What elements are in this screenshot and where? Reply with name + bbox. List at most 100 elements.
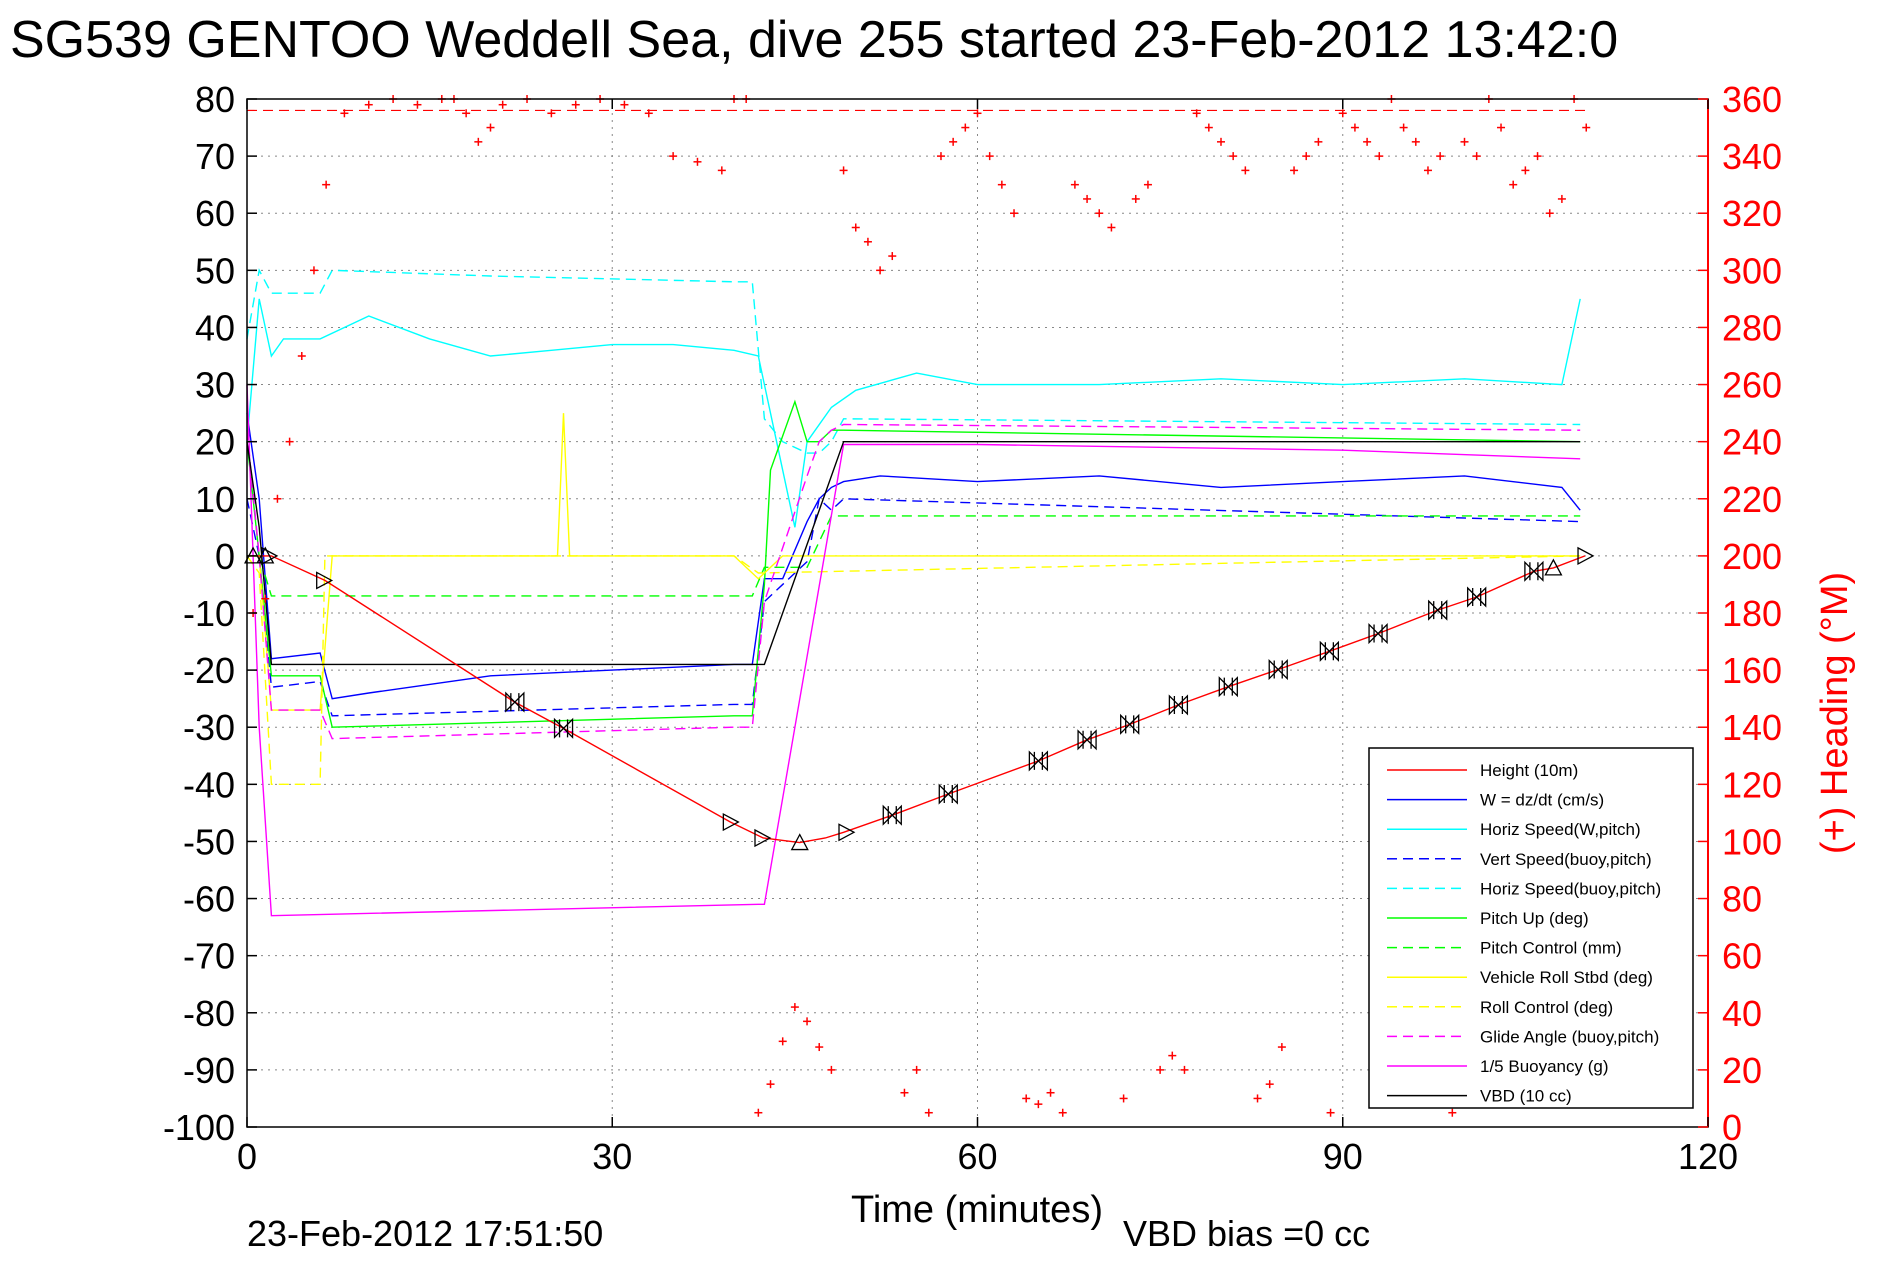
heading-point <box>1497 123 1506 132</box>
legend-entry: Vehicle Roll Stbd (deg) <box>1387 968 1653 987</box>
legend-label: 1/5 Buoyancy (g) <box>1480 1057 1609 1076</box>
y2-tick-label: 260 <box>1722 365 1782 406</box>
y-tick-label: 0 <box>215 536 235 577</box>
heading-point <box>309 266 318 275</box>
heading-point <box>839 166 848 175</box>
y2-axis-label: (+) Heading (°M) <box>1814 572 1856 854</box>
dive-marker-hourglass <box>938 783 958 805</box>
y2-tick-label: 300 <box>1722 250 1782 291</box>
legend-entry: Horiz Speed(W,pitch) <box>1387 820 1641 839</box>
heading-point <box>1180 1065 1189 1074</box>
dive-marker-tri-up <box>256 546 275 564</box>
heading-point <box>863 237 872 246</box>
series-line-8 <box>246 555 1581 785</box>
y-axis-left: -100-90-80-70-60-50-40-30-20-10010203040… <box>163 79 257 1148</box>
series-line-0 <box>247 555 1586 844</box>
legend-label: Glide Angle (buoy,pitch) <box>1480 1027 1659 1046</box>
legend-label: Horiz Speed(buoy,pitch) <box>1480 879 1661 898</box>
y-tick-label: 10 <box>195 479 235 520</box>
heading-point <box>1046 1088 1055 1097</box>
heading-point <box>498 100 507 109</box>
heading-point <box>1472 152 1481 161</box>
y-tick-label: -50 <box>183 821 235 862</box>
heading-point <box>1533 152 1542 161</box>
series-line-7 <box>247 413 1581 711</box>
series-line-11 <box>246 441 1581 666</box>
footer-timestamp: 23-Feb-2012 17:51:50 <box>247 1213 603 1254</box>
heading-point <box>1083 194 1092 203</box>
y2-tick-label: 200 <box>1722 536 1782 577</box>
legend-entry: VBD (10 cc) <box>1387 1087 1572 1106</box>
heading-point <box>1119 1094 1128 1103</box>
dive-marker-tri-right <box>838 823 856 842</box>
heading-point <box>1545 209 1554 218</box>
y2-tick-label: 0 <box>1722 1107 1742 1148</box>
dive-marker-hourglass <box>1319 640 1340 662</box>
y-tick-label: -10 <box>183 593 235 634</box>
heading-point <box>547 109 556 118</box>
y-tick-label: -20 <box>183 650 235 691</box>
heading-point <box>1010 209 1019 218</box>
legend-entry: Height (10m) <box>1387 761 1578 780</box>
legend-label: Height (10m) <box>1480 761 1578 780</box>
series-line-10 <box>246 384 1581 917</box>
heading-point <box>364 100 373 109</box>
legend-label: Roll Control (deg) <box>1480 998 1613 1017</box>
heading-point <box>1058 1108 1067 1117</box>
dive-marker-tri-up <box>1544 558 1563 576</box>
series-line-1 <box>246 413 1581 700</box>
heading-point <box>778 1037 787 1046</box>
heading-point <box>1217 137 1225 146</box>
legend-label: Horiz Speed(W,pitch) <box>1480 820 1641 839</box>
legend-label: W = dz/dt (cm/s) <box>1480 791 1604 810</box>
dive-markers <box>244 546 1595 851</box>
heading-point <box>1509 180 1518 189</box>
y2-tick-label: 80 <box>1722 879 1762 920</box>
x-axis: 0 30 60 90 120 <box>237 99 1738 1177</box>
dive-marker-hourglass <box>1120 713 1140 735</box>
legend-box <box>1368 747 1694 1109</box>
y-tick-label: 40 <box>195 307 235 348</box>
series-line-4 <box>246 268 1581 454</box>
heading-point <box>571 100 580 109</box>
legend-entry: 1/5 Buoyancy (g) <box>1387 1057 1609 1076</box>
heading-point <box>1350 123 1359 132</box>
heading-point <box>997 180 1006 189</box>
y-tick-label: 20 <box>195 422 235 463</box>
legend-label: Pitch Up (deg) <box>1480 909 1589 928</box>
heading-point <box>803 1017 812 1026</box>
heading-point <box>1557 194 1566 203</box>
heading-point <box>815 1043 824 1052</box>
heading-point <box>1168 1051 1177 1060</box>
y-tick-label: -100 <box>163 1107 235 1148</box>
heading-point <box>876 266 885 275</box>
heading-point <box>1192 109 1201 118</box>
y-tick-label: -40 <box>183 764 235 805</box>
heading-point <box>1460 137 1469 146</box>
heading-point <box>474 137 483 146</box>
heading-point <box>717 166 726 175</box>
heading-point <box>297 352 306 360</box>
heading-point <box>949 137 958 146</box>
legend-entry: Pitch Control (mm) <box>1387 939 1622 958</box>
dive-marker-hourglass <box>1467 586 1487 608</box>
dive-marker-hourglass <box>882 804 902 826</box>
heading-point <box>273 494 282 503</box>
y2-tick-label: 20 <box>1722 1050 1762 1091</box>
series-line-3 <box>246 497 1581 717</box>
dive-marker-hourglass <box>1268 658 1288 681</box>
y2-tick-label: 40 <box>1722 993 1762 1034</box>
heading-point <box>486 123 495 132</box>
legend-entry: Horiz Speed(buoy,pitch) <box>1387 879 1661 898</box>
y-tick-label: 60 <box>195 193 235 234</box>
heading-point <box>693 157 702 166</box>
dive-marker-hourglass <box>1524 560 1544 582</box>
heading-point <box>1290 166 1299 175</box>
y-tick-label: 70 <box>195 136 235 177</box>
y2-tick-label: 120 <box>1722 764 1782 805</box>
y2-tick-label: 240 <box>1722 422 1782 463</box>
chart-title: SG539 GENTOO Weddell Sea, dive 255 start… <box>10 11 1618 69</box>
y2-tick-label: 220 <box>1722 479 1782 520</box>
heading-point <box>888 252 897 261</box>
y-tick-label: -70 <box>183 936 235 977</box>
